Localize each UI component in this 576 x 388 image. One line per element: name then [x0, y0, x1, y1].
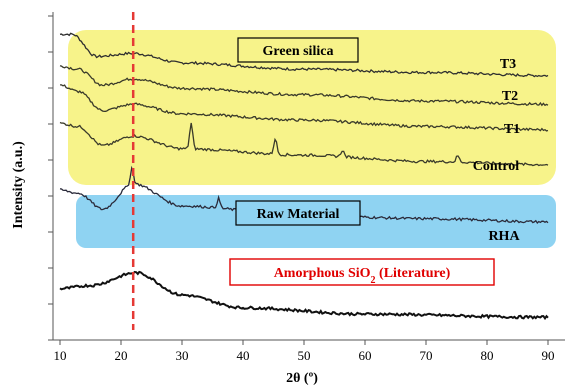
series-label-t1: T1	[504, 122, 520, 137]
series-label-t3: T3	[500, 57, 516, 72]
x-tick-label-20: 20	[115, 348, 128, 363]
literature-label-box: Amorphous SiO2 (Literature)	[229, 258, 495, 286]
raw-material-label: Raw Material	[257, 207, 340, 222]
x-tick-label-60: 60	[359, 348, 372, 363]
series-line-t1	[60, 84, 549, 132]
x-tick-label-70: 70	[420, 348, 433, 363]
series-line-t3	[59, 32, 549, 78]
literature-label: Amorphous SiO2 (Literature)	[274, 266, 451, 286]
green-silica-region	[68, 30, 556, 185]
x-tick-label-90: 90	[542, 348, 555, 363]
series-line-t2	[59, 65, 549, 107]
x-tick-label-10: 10	[54, 348, 67, 363]
green-silica-label-box: Green silica	[237, 37, 359, 63]
x-tick-label-40: 40	[237, 348, 250, 363]
x-axis-ticks: 10 20 30 40 50 60 70 80 90	[54, 340, 555, 363]
series-label-control: Control	[473, 159, 520, 174]
x-tick-label-50: 50	[298, 348, 311, 363]
series-line-literature	[59, 270, 549, 321]
series-label-rha: RHA	[488, 229, 520, 244]
x-axis-title: 2θ (º)	[286, 371, 318, 386]
raw-material-label-box: Raw Material	[235, 200, 361, 226]
x-tick-label-80: 80	[481, 348, 494, 363]
y-axis-title: Intensity (a.u.)	[11, 141, 26, 229]
series-line-control	[59, 121, 549, 167]
green-silica-label: Green silica	[263, 44, 334, 59]
y-tick-marks	[48, 15, 53, 341]
series-label-t2: T2	[502, 89, 518, 104]
x-tick-label-30: 30	[176, 348, 189, 363]
